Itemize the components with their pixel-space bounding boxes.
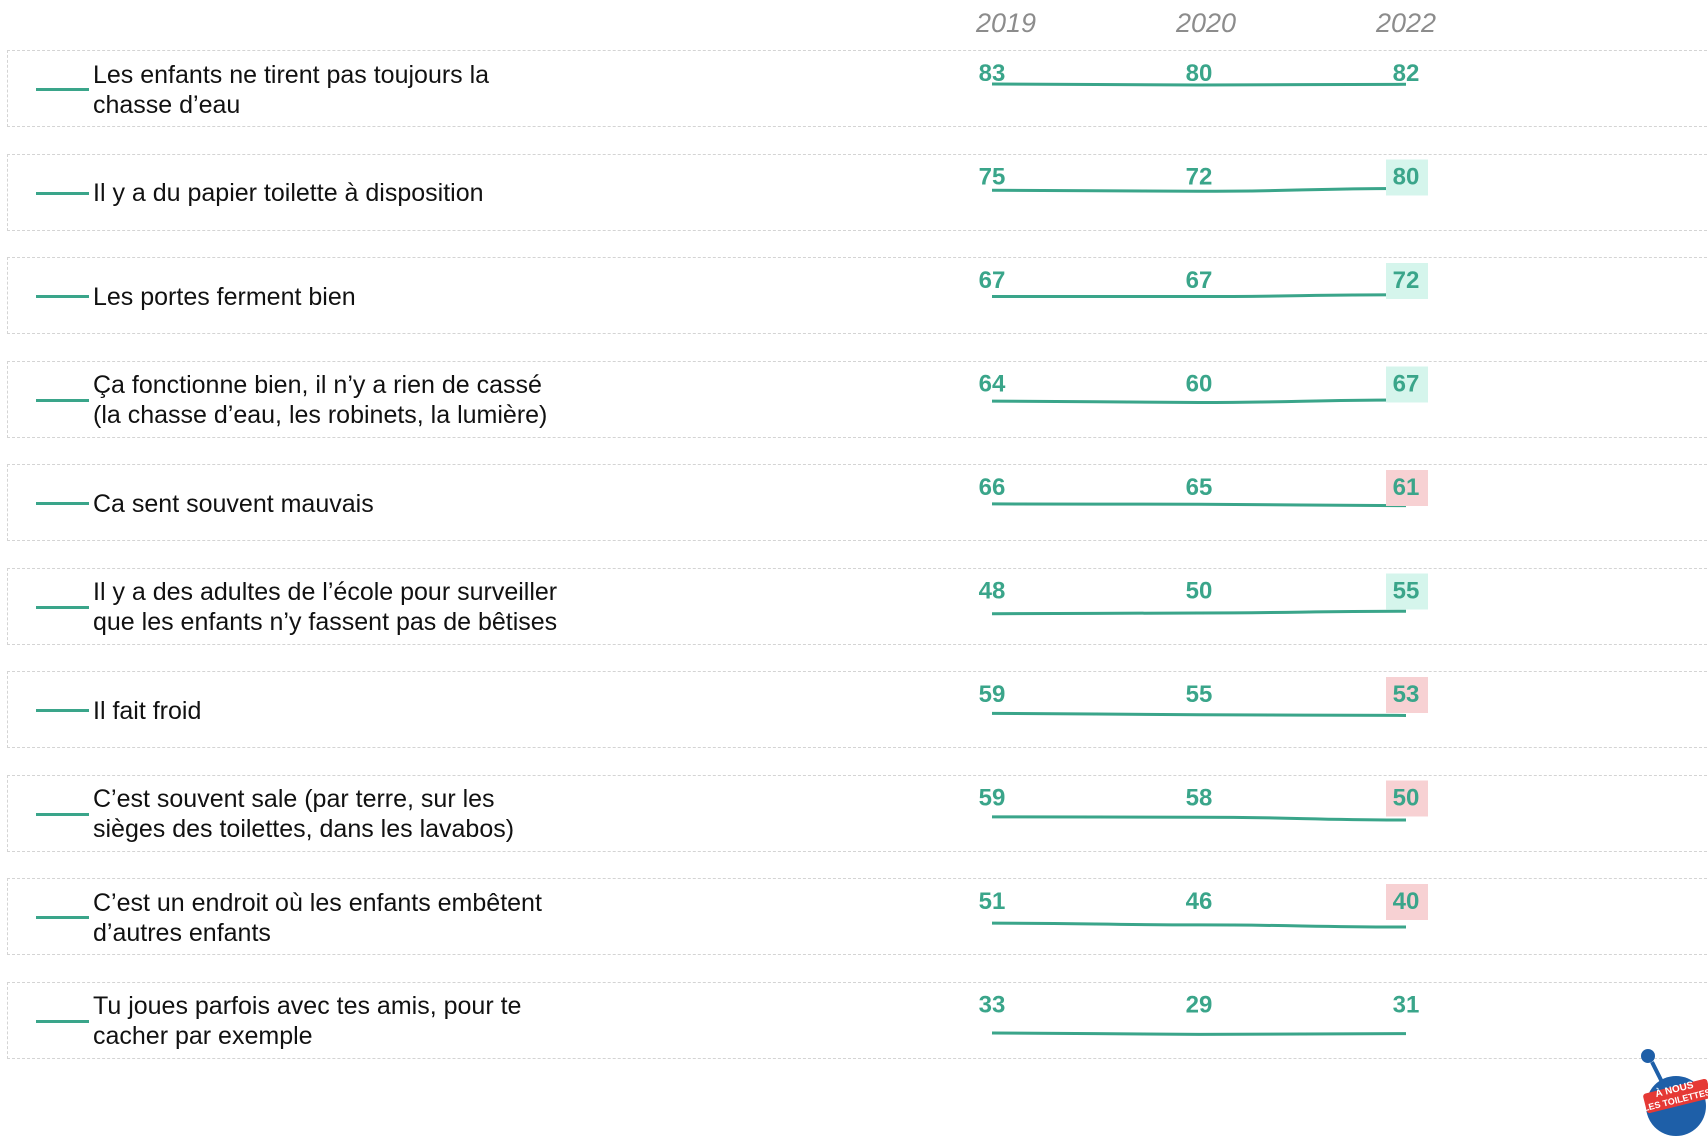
data-label: 55: [1393, 578, 1420, 605]
data-label: 29: [1186, 992, 1213, 1019]
data-label: 51: [979, 888, 1006, 915]
series-line-7: [991, 815, 1407, 822]
data-label: 67: [1186, 267, 1213, 294]
highlight-box: [1386, 677, 1428, 713]
data-label: 75: [979, 164, 1006, 191]
legend-line-marker: [36, 812, 89, 816]
legend-line-marker: [36, 191, 89, 195]
data-label: 60: [1186, 371, 1213, 398]
data-label: 33: [979, 992, 1006, 1019]
legend-line-marker: [36, 605, 89, 609]
data-label: 31: [1393, 992, 1420, 1019]
series-line-2: [992, 293, 1407, 299]
row-3: Ça fonctionne bien, il n’y a rien de cas…: [7, 360, 1708, 438]
year-header-2019: 2019: [975, 8, 1037, 38]
data-label: 55: [1186, 681, 1213, 708]
highlight-box: [1386, 573, 1428, 610]
row-2: Les portes ferment bien: [7, 257, 1708, 334]
data-label: 72: [1393, 267, 1420, 294]
data-label: 46: [1186, 888, 1213, 915]
data-label: 80: [1393, 164, 1420, 191]
data-label: 58: [1186, 785, 1213, 812]
series-line-4: [991, 502, 1407, 508]
data-label: 48: [979, 578, 1006, 605]
row-9: Tu joues parfois avec tes amis, pour te …: [7, 981, 1708, 1059]
legend-line-marker: [36, 398, 89, 402]
row-label: Tu joues parfois avec tes amis, pour te …: [93, 992, 522, 1050]
data-label: 50: [1393, 785, 1420, 812]
data-label: 66: [979, 474, 1006, 501]
row-label: Les portes ferment bien: [93, 282, 356, 311]
row-label: Ça fonctionne bien, il n’y a rien de cas…: [93, 371, 548, 429]
series-line-5: [991, 609, 1407, 616]
data-label: 82: [1393, 60, 1420, 87]
data-label: 83: [979, 60, 1006, 87]
year-header-2022: 2022: [1375, 8, 1437, 38]
series-line-0: [991, 82, 1407, 87]
row-label: C’est un endroit où les enfants embêtent…: [93, 888, 542, 947]
legend-line-marker: [36, 1019, 89, 1023]
data-label: 67: [1393, 371, 1420, 398]
row-label: Il y a du papier toilette à disposition: [93, 179, 484, 207]
data-label: 64: [979, 371, 1006, 398]
data-label: 59: [979, 785, 1006, 812]
data-label: 80: [1186, 60, 1213, 87]
data-label: 72: [1186, 164, 1213, 191]
highlight-box: [1386, 884, 1428, 920]
data-label: 50: [1186, 578, 1213, 605]
highlight-box: [1386, 470, 1428, 506]
row-1: Il y a du papier toilette à disposition: [7, 153, 1708, 231]
data-label: 53: [1393, 681, 1420, 708]
row-7: C’est souvent sale (par terre, sur les s…: [7, 774, 1708, 852]
row-6: Il fait froid: [7, 671, 1708, 748]
highlight-box: [1386, 159, 1428, 196]
series-line-8: [991, 921, 1407, 929]
legend-line-marker: [36, 295, 89, 298]
toilet-brush-mascot-icon: À NOUS LES TOILETTES: [1641, 1049, 1708, 1136]
row-label: Il y a des adultes de l’école pour surve…: [93, 578, 558, 636]
highlight-box: [1386, 366, 1428, 403]
logo: À NOUS LES TOILETTES: [1632, 1048, 1708, 1138]
row-8: C’est un endroit où les enfants embêtent…: [7, 878, 1708, 955]
row-label: Ca sent souvent mauvais: [93, 489, 374, 518]
legend-line-marker: [36, 709, 89, 712]
row-label: C’est souvent sale (par terre, sur les s…: [93, 785, 515, 843]
year-header-2020: 2020: [1175, 8, 1237, 38]
row-5: Il y a des adultes de l’école pour surve…: [7, 567, 1708, 645]
highlight-box: [1386, 263, 1428, 299]
data-label: 59: [979, 681, 1006, 708]
data-label: 65: [1186, 474, 1213, 501]
data-label: 40: [1393, 888, 1420, 915]
row-4: Ca sent souvent mauvais: [7, 464, 1708, 541]
series-line-3: [991, 398, 1407, 405]
legend-line-marker: [36, 916, 89, 919]
legend-line-marker: [36, 88, 89, 91]
row-label: Il fait froid: [93, 696, 202, 725]
row-0: Les enfants ne tirent pas toujours la ch…: [7, 50, 1708, 127]
data-label: 61: [1393, 474, 1420, 501]
row-label: Les enfants ne tirent pas toujours la ch…: [93, 60, 490, 119]
series-line-9: [991, 1031, 1407, 1036]
legend-line-marker: [36, 502, 89, 505]
highlight-box: [1386, 780, 1428, 817]
series-line-1: [991, 187, 1407, 193]
series-line-6: [991, 711, 1407, 717]
data-label: 67: [979, 267, 1006, 294]
